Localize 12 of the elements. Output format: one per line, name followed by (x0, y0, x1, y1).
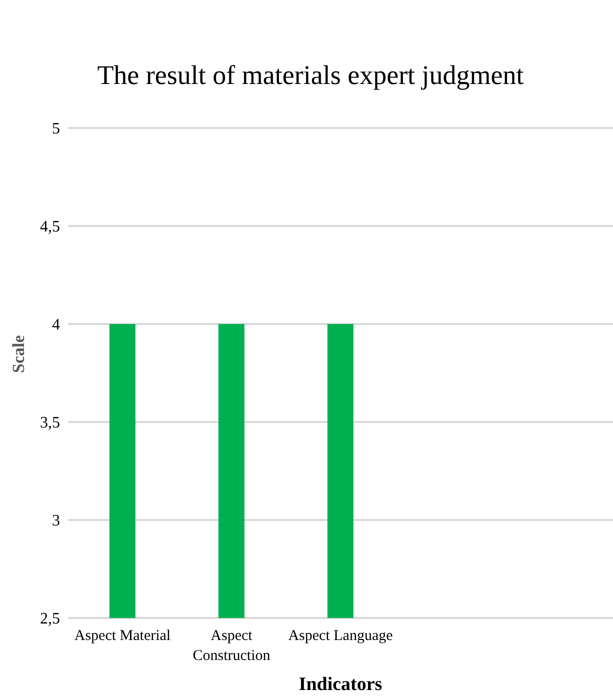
x-tick-label: Aspect Material (74, 628, 171, 644)
y-tick-label: 2,5 (40, 610, 60, 628)
y-tick-label: 3 (52, 512, 60, 530)
x-tick-label: Aspect Language (288, 628, 394, 644)
y-tick-label: 5 (52, 120, 60, 138)
x-axis-title: Indicators (298, 674, 382, 695)
y-tick-label: 4 (52, 316, 60, 334)
y-axis-title: Scale (9, 334, 28, 373)
chart-title: The result of materials expert judgment (96, 60, 525, 91)
y-tick-label: 4,5 (40, 218, 60, 236)
x-tick-label: Aspect Construction (192, 628, 271, 664)
y-tick-label: 3,5 (40, 414, 60, 432)
